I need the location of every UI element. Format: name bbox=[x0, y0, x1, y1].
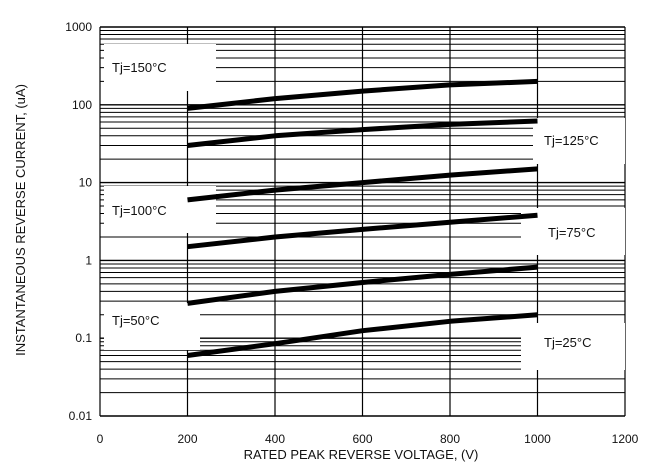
series-line bbox=[187, 78, 538, 111]
series-line bbox=[187, 118, 538, 148]
series-label: Tj=50°C bbox=[112, 313, 159, 328]
y-tick-label: 10 bbox=[79, 176, 93, 190]
label-box bbox=[521, 208, 625, 255]
x-tick-label: 1000 bbox=[524, 432, 551, 446]
label-box bbox=[104, 44, 216, 91]
label-box bbox=[521, 323, 625, 370]
y-tick-label: 0.1 bbox=[75, 331, 92, 345]
series-label: Tj=25°C bbox=[544, 335, 591, 350]
x-tick-label: 600 bbox=[352, 432, 372, 446]
x-tick-label: 0 bbox=[97, 432, 104, 446]
series-label: Tj=75°C bbox=[548, 225, 595, 240]
label-box bbox=[104, 303, 200, 350]
y-axis-label: INSTANTANEOUS REVERSE CURRENT, (uA) bbox=[13, 84, 28, 356]
series-line bbox=[187, 166, 538, 203]
series-label: Tj=150°C bbox=[112, 60, 167, 75]
series-line bbox=[187, 212, 538, 250]
y-tick-label: 100 bbox=[72, 98, 92, 112]
x-tick-label: 1200 bbox=[612, 432, 639, 446]
series-label: Tj=125°C bbox=[544, 133, 599, 148]
x-tick-label: 200 bbox=[177, 432, 197, 446]
x-tick-label: 800 bbox=[440, 432, 460, 446]
label-backgrounds bbox=[104, 44, 625, 370]
y-tick-label: 1000 bbox=[65, 20, 92, 34]
series-line bbox=[187, 264, 538, 306]
x-axis-label: RATED PEAK REVERSE VOLTAGE, (V) bbox=[244, 447, 479, 462]
x-tick-label: 400 bbox=[265, 432, 285, 446]
series-labels: Tj=150°C Tj=125°C Tj=100°C Tj=75°C Tj=50°C Tj… bbox=[112, 60, 599, 350]
tick-labels: 0 200 400 600 800 1000 1200 0.01 0.1 1 10 100 1000 bbox=[65, 20, 638, 446]
y-tick-label: 1 bbox=[85, 253, 92, 267]
series-line bbox=[187, 312, 538, 358]
y-tick-label: 0.01 bbox=[69, 409, 93, 423]
label-box bbox=[104, 186, 216, 233]
series-label: Tj=100°C bbox=[112, 203, 167, 218]
series-lines bbox=[187, 78, 538, 358]
label-box bbox=[533, 118, 625, 164]
